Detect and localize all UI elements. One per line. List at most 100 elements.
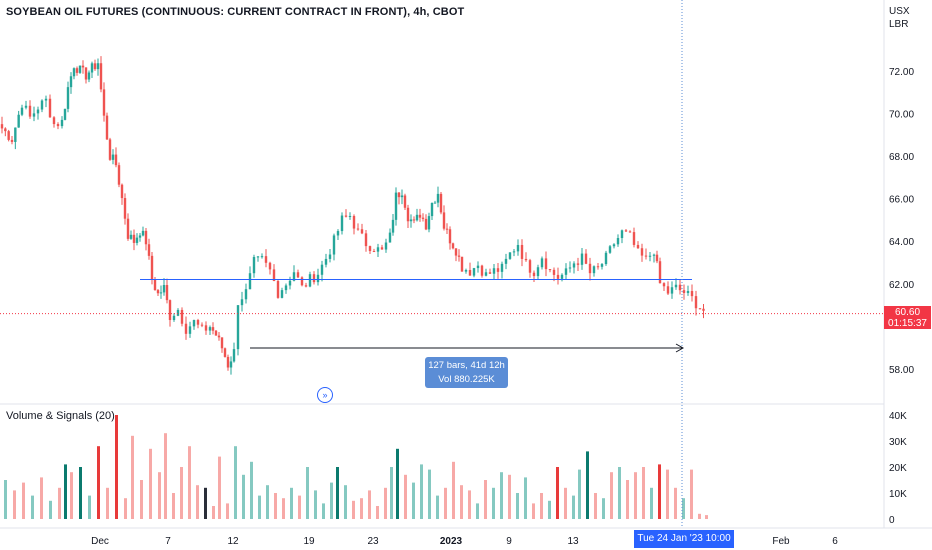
candle-body	[90, 63, 94, 73]
volume-bar	[578, 469, 581, 519]
volume-bar	[698, 513, 701, 519]
volume-bar	[642, 467, 645, 519]
volume-bar	[4, 480, 7, 519]
candle-body	[476, 265, 480, 269]
candle-body	[312, 274, 316, 283]
volume-bar	[594, 493, 597, 519]
candle-body	[464, 270, 468, 272]
volume-bar	[336, 467, 339, 519]
candle-body	[268, 262, 272, 270]
candle-body	[632, 232, 636, 245]
volume-bar	[492, 487, 495, 519]
volume-bar	[682, 498, 685, 519]
candle-body	[472, 268, 476, 276]
measure-arrowhead	[675, 343, 685, 353]
candle-body	[272, 269, 276, 282]
candle-body	[120, 184, 124, 199]
volume-bar	[250, 461, 253, 519]
candle-body	[670, 287, 674, 294]
currency-label: USX	[889, 6, 910, 17]
volume-bar	[412, 482, 415, 519]
candle-body	[445, 228, 449, 230]
candle-body	[300, 277, 304, 286]
candle-body	[129, 234, 133, 239]
candle-body	[678, 284, 682, 291]
candle-body	[188, 326, 192, 334]
volume-bar	[460, 485, 463, 519]
volume-bar	[115, 415, 118, 519]
bar-countdown: 01:15:37	[888, 318, 927, 329]
volume-bar	[180, 467, 183, 519]
time-tick-label: 7	[165, 536, 171, 547]
volume-bar	[274, 493, 277, 519]
candle-body	[114, 154, 118, 166]
last-price-label: 60.60 01:15:37	[884, 306, 931, 329]
candle-body	[105, 115, 109, 140]
candle-body	[488, 272, 492, 274]
candle-body	[153, 279, 157, 291]
candle-body	[508, 252, 512, 259]
candle-body	[138, 235, 142, 238]
volume-bar	[674, 487, 677, 519]
volume-bar	[572, 495, 575, 519]
candle-body	[682, 290, 686, 293]
candle-body	[172, 315, 176, 321]
candle-body	[10, 139, 14, 142]
candle-body	[132, 234, 136, 243]
candle-body	[28, 105, 32, 117]
candle-body	[165, 285, 169, 301]
candle-body	[96, 63, 100, 70]
volume-bar	[40, 477, 43, 519]
candle-body	[394, 192, 398, 220]
price-tick-label: 58.00	[889, 365, 914, 376]
price-tick-label: 72.00	[889, 67, 914, 78]
volume-tick-label: 20K	[889, 463, 907, 474]
volume-bar	[452, 461, 455, 519]
candle-body	[135, 237, 139, 243]
candle-body	[608, 246, 612, 253]
candle-body	[702, 308, 705, 311]
candle-body	[208, 327, 212, 331]
candle-body	[409, 219, 413, 222]
candle-body	[600, 264, 604, 267]
candle-body	[436, 193, 440, 203]
candle-body	[229, 361, 233, 368]
volume-bar	[149, 448, 152, 519]
candle-body	[264, 256, 268, 263]
volume-bar	[13, 490, 16, 519]
volume-bar	[218, 456, 221, 519]
candle-body	[560, 274, 564, 279]
volume-bar	[610, 472, 613, 519]
candle-body	[48, 98, 52, 118]
candle-body	[628, 231, 632, 233]
candle-body	[412, 219, 416, 221]
volume-bar	[360, 498, 363, 519]
price-tick-label: 68.00	[889, 152, 914, 163]
candle-body	[223, 348, 227, 357]
double-chevron-right-icon[interactable]: »	[317, 387, 333, 403]
candle-body	[248, 273, 252, 290]
candle-body	[616, 238, 620, 245]
candle-body	[564, 268, 568, 275]
chart-title: SOYBEAN OIL FUTURES (CONTINUOUS: CURRENT…	[6, 6, 465, 18]
candle-body	[220, 337, 224, 349]
volume-bar	[352, 500, 355, 519]
candle-body	[460, 256, 464, 272]
candle-body	[66, 87, 70, 109]
volume-bar	[705, 515, 708, 519]
volume-bar	[384, 487, 387, 519]
candle-body	[568, 267, 572, 269]
volume-bar	[322, 503, 325, 519]
candle-body	[204, 325, 208, 331]
candle-body	[532, 272, 536, 277]
candle-body	[214, 330, 218, 336]
candle-body	[544, 258, 548, 270]
volume-bar	[540, 493, 543, 519]
volume-bar	[88, 495, 91, 519]
volume-bar	[344, 485, 347, 519]
volume-bar	[468, 490, 471, 519]
volume-bar	[188, 446, 191, 519]
candle-body	[123, 198, 127, 219]
time-tick-label: Dec	[91, 536, 109, 547]
